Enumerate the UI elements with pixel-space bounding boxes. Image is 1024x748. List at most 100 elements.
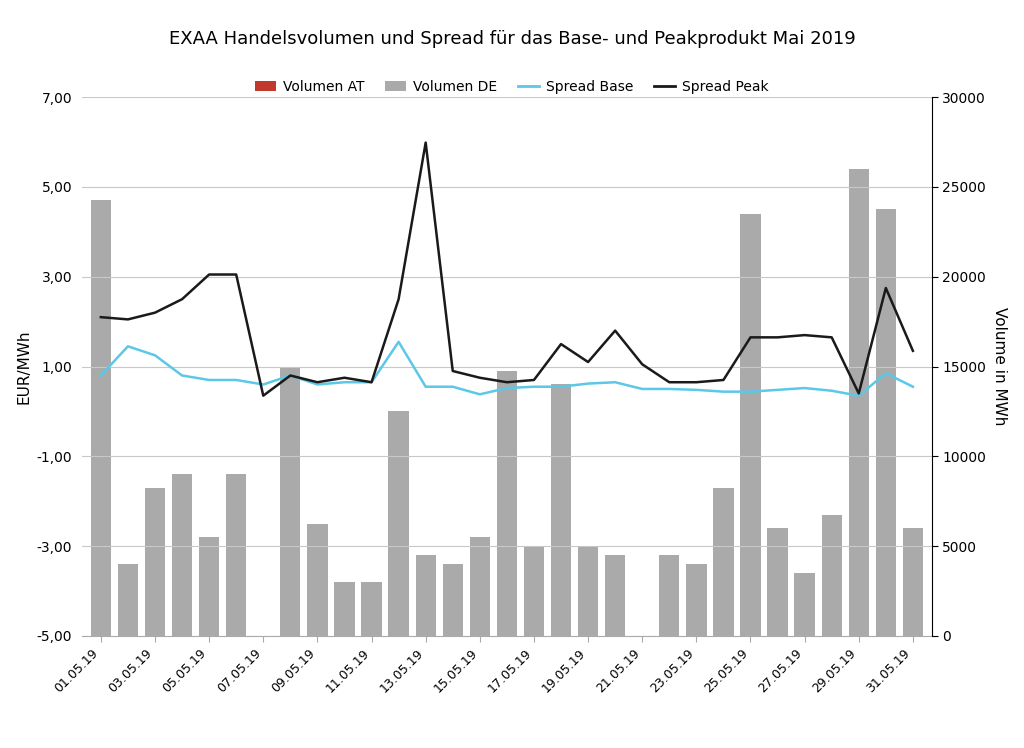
Bar [524,546,544,636]
Bar [524,636,544,748]
Bar [903,528,923,636]
Spread Peak [690,378,702,387]
Spread Peak [906,346,919,355]
Spread Base [690,385,702,394]
Line: Spread Base: Spread Base [101,342,912,396]
Spread Peak [474,373,486,382]
Spread Base [853,391,865,400]
Bar [118,564,138,636]
Spread Base [122,342,134,351]
Bar [388,636,409,748]
Bar [307,524,328,636]
Spread Base [311,380,324,389]
Spread Peak [636,360,648,369]
Spread Peak [744,333,757,342]
Bar [361,582,382,636]
Spread Peak [501,378,513,387]
Spread Base [582,379,594,388]
Bar [605,555,626,636]
Bar [551,384,571,636]
Bar [605,636,626,748]
Bar [470,636,489,748]
Spread Base [609,378,622,387]
Y-axis label: Volume in MWh: Volume in MWh [992,307,1007,426]
Bar [226,636,247,748]
Spread Peak [285,371,297,380]
Bar [334,582,354,636]
Bar [226,474,247,636]
Spread Base [771,385,783,394]
Bar [795,636,815,748]
Bar [416,555,436,636]
Legend: Volumen AT, Volumen DE, Spread Base, Spread Peak: Volumen AT, Volumen DE, Spread Base, Spr… [250,74,774,99]
Bar [199,636,219,748]
Spread Base [501,384,513,393]
Spread Base [230,375,243,384]
Spread Peak [420,138,432,147]
Spread Base [555,382,567,391]
Spread Peak [311,378,324,387]
Bar [497,636,517,748]
Spread Peak [366,378,378,387]
Spread Base [636,384,648,393]
Spread Base [744,387,757,396]
Spread Base [420,382,432,391]
Spread Base [203,375,215,384]
Spread Peak [853,389,865,398]
Bar [253,636,273,663]
Spread Peak [527,375,540,384]
Spread Peak [122,315,134,324]
Bar [91,636,111,748]
Bar [551,636,571,748]
Bar [659,636,680,748]
Spread Base [825,386,838,395]
Spread Peak [582,358,594,367]
Bar [849,169,869,636]
Bar [740,214,761,636]
Spread Peak [771,333,783,342]
Bar [876,636,896,748]
Spread Peak [609,326,622,335]
Bar [307,636,328,748]
Bar [767,528,787,636]
Y-axis label: EUR/MWh: EUR/MWh [16,329,31,404]
Bar [821,636,842,748]
Bar [281,636,300,712]
Spread Base [474,390,486,399]
Bar [91,200,111,636]
Bar [659,555,680,636]
Bar [199,537,219,636]
Bar [334,636,354,748]
Spread Peak [717,375,729,384]
Bar [849,636,869,748]
Bar [821,515,842,636]
Bar [442,564,463,636]
Spread Peak [338,373,350,382]
Spread Base [176,371,188,380]
Text: EXAA Handelsvolumen und Spread für das Base- und Peakprodukt Mai 2019: EXAA Handelsvolumen und Spread für das B… [169,30,855,48]
Spread Base [257,380,269,389]
Spread Peak [880,283,892,292]
Bar [714,636,733,748]
Spread Base [338,378,350,387]
Spread Base [285,371,297,380]
Bar [795,573,815,636]
Spread Base [527,382,540,391]
Spread Peak [555,340,567,349]
Bar [442,636,463,748]
Spread Peak [799,331,811,340]
Spread Peak [392,295,404,304]
Bar [714,488,733,636]
Bar [632,636,652,748]
Bar [686,564,707,636]
Spread Peak [148,308,161,317]
Spread Peak [664,378,676,387]
Bar [144,488,165,636]
Bar [118,636,138,748]
Line: Spread Peak: Spread Peak [101,143,912,396]
Spread Peak [230,270,243,279]
Spread Peak [203,270,215,279]
Spread Base [95,371,108,380]
Spread Peak [95,313,108,322]
Spread Base [799,384,811,393]
